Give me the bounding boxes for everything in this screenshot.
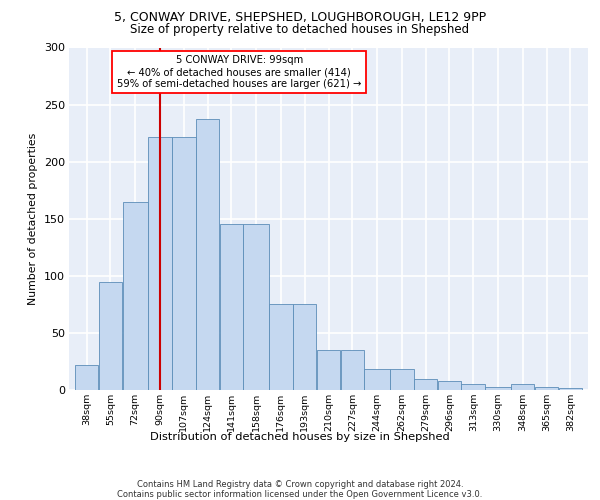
Text: Contains HM Land Registry data © Crown copyright and database right 2024.
Contai: Contains HM Land Registry data © Crown c… [118,480,482,499]
Bar [364,370,389,390]
Bar [293,304,316,390]
Bar [317,350,340,390]
Bar [172,136,196,390]
Bar [341,350,364,390]
Bar [269,304,293,390]
Text: 5, CONWAY DRIVE, SHEPSHED, LOUGHBOROUGH, LE12 9PP: 5, CONWAY DRIVE, SHEPSHED, LOUGHBOROUGH,… [114,11,486,24]
Bar [511,384,535,390]
Bar [244,224,269,390]
Bar [437,381,461,390]
Bar [74,365,98,390]
Bar [148,136,172,390]
Bar [196,120,220,390]
Y-axis label: Number of detached properties: Number of detached properties [28,132,38,305]
Text: Distribution of detached houses by size in Shepshed: Distribution of detached houses by size … [150,432,450,442]
Bar [461,384,485,390]
Bar [220,224,244,390]
Bar [559,388,583,390]
Bar [390,370,413,390]
Bar [98,282,122,390]
Text: 5 CONWAY DRIVE: 99sqm
← 40% of detached houses are smaller (414)
59% of semi-det: 5 CONWAY DRIVE: 99sqm ← 40% of detached … [117,56,361,88]
Bar [485,386,511,390]
Bar [535,386,559,390]
Bar [122,202,148,390]
Text: Size of property relative to detached houses in Shepshed: Size of property relative to detached ho… [130,22,470,36]
Bar [413,378,437,390]
